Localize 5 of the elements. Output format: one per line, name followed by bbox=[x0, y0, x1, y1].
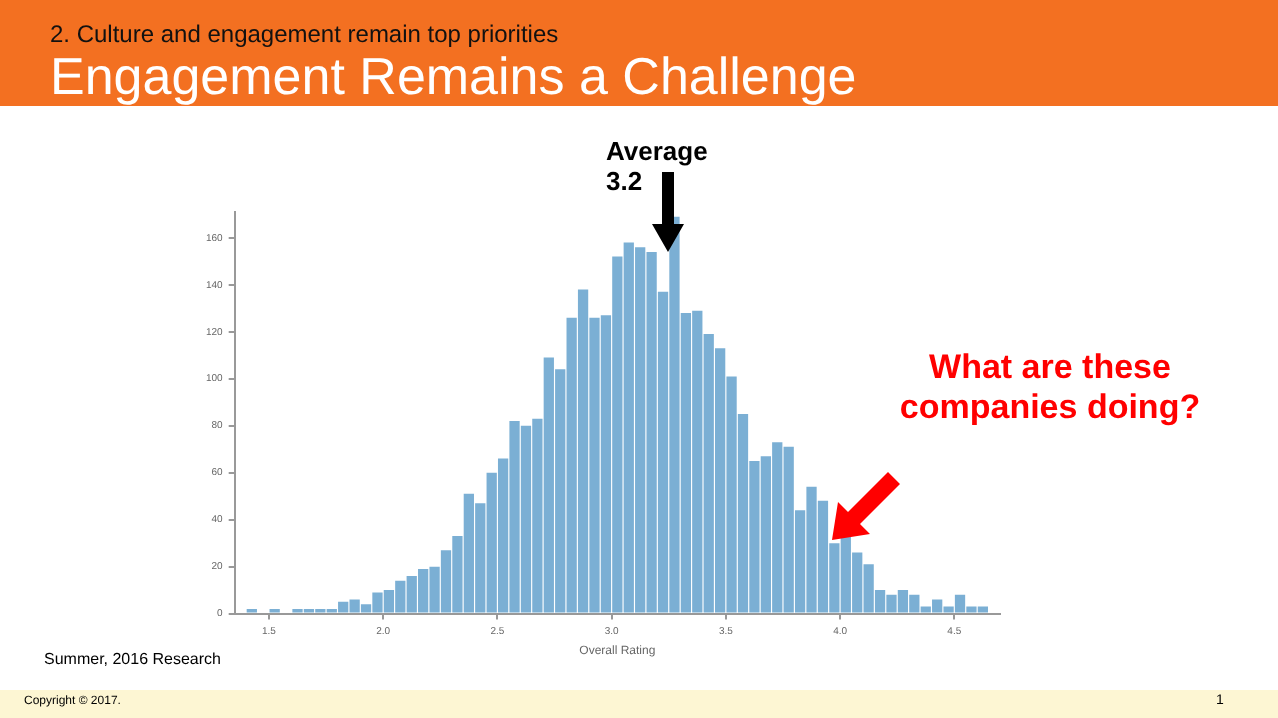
annotation: What are these companies doing? bbox=[897, 348, 1203, 428]
chart-title: Engagement Remains a Challenge bbox=[50, 46, 857, 108]
text: Average 3.2 bbox=[606, 136, 710, 196]
text: Summer, 2016 Research bbox=[44, 650, 221, 668]
chart-subtitle: 2. Culture and engagement remain top priorities bbox=[50, 20, 559, 48]
